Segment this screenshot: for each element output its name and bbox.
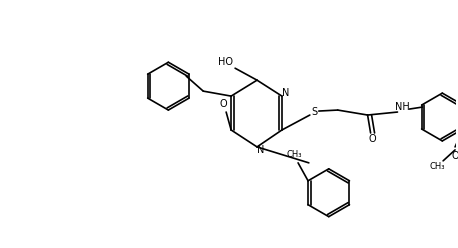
Text: S: S <box>312 107 318 117</box>
Text: O: O <box>369 134 376 144</box>
Text: O: O <box>219 99 227 109</box>
Text: N: N <box>282 88 289 98</box>
Text: CH₃: CH₃ <box>286 150 302 159</box>
Text: O: O <box>451 151 458 161</box>
Text: N: N <box>257 145 265 155</box>
Text: CH₃: CH₃ <box>430 162 445 171</box>
Text: HO: HO <box>218 57 233 67</box>
Text: NH: NH <box>395 102 410 112</box>
